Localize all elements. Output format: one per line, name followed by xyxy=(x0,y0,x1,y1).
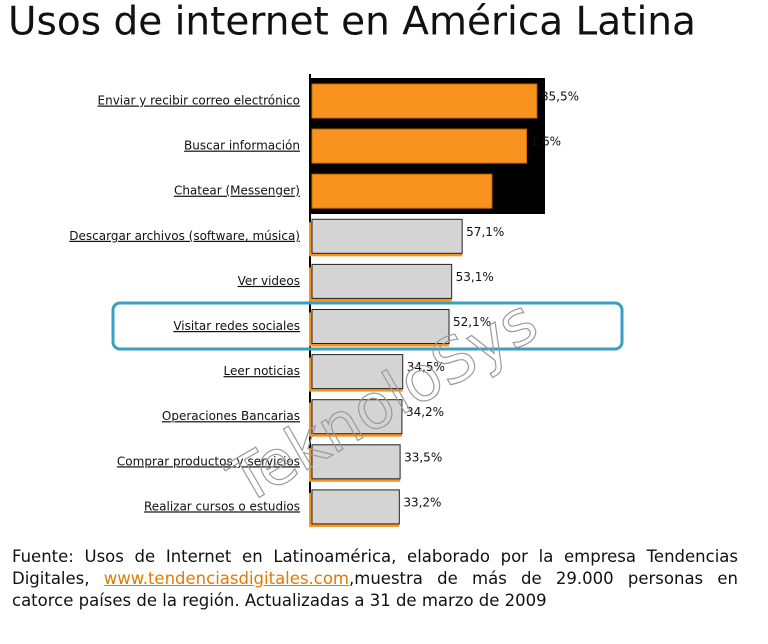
value-label: 34,5% xyxy=(407,360,445,374)
y-tick-label: Comprar productos y servicios xyxy=(117,454,300,468)
y-tick-label: Chatear (Messenger) xyxy=(174,184,300,198)
bar xyxy=(311,489,400,525)
source-link[interactable]: www.tendenciasdigitales.com xyxy=(103,569,350,588)
source-text: Fuente: Usos de Internet en Latinoaméric… xyxy=(12,547,738,588)
source-note: Fuente: Usos de Internet en Latinoaméric… xyxy=(12,546,738,612)
value-label: 33,5% xyxy=(404,450,442,464)
chart-title: Usos de internet en América Latina xyxy=(8,0,696,45)
bar xyxy=(311,173,493,209)
y-tick-label: Realizar cursos o estudios xyxy=(144,499,300,513)
bar xyxy=(311,128,528,164)
value-label: 33,2% xyxy=(403,495,441,509)
bar xyxy=(311,309,450,344)
value-label: 52,1% xyxy=(453,315,491,329)
y-tick-label: Descargar archivos (software, música) xyxy=(69,229,300,243)
bar xyxy=(311,218,463,254)
value-label: 53,1% xyxy=(456,270,494,284)
y-tick-label: Buscar información xyxy=(184,139,300,153)
source-text: ,muestra de más de 29.000 personas en ca… xyxy=(12,569,738,610)
highlight-box xyxy=(111,301,624,351)
y-tick-label: Ver videos xyxy=(238,274,300,288)
value-label: 57,1% xyxy=(466,225,504,239)
y-tick-label: Visitar redes sociales xyxy=(173,319,300,333)
bar xyxy=(311,83,538,119)
y-tick-label: Leer noticias xyxy=(223,364,300,378)
bar xyxy=(311,444,401,480)
y-tick-label: Enviar y recibir correo electrónico xyxy=(98,94,301,108)
value-label: 85,5% xyxy=(541,90,579,104)
value-label: 1,6% xyxy=(531,135,562,149)
y-tick-label: Operaciones Bancarias xyxy=(162,409,300,423)
value-label: 34,2% xyxy=(406,405,444,419)
bar xyxy=(311,263,453,299)
chart: Usos de internet en América Latina Envia… xyxy=(8,0,696,527)
bar xyxy=(311,399,403,435)
bar xyxy=(311,354,404,390)
